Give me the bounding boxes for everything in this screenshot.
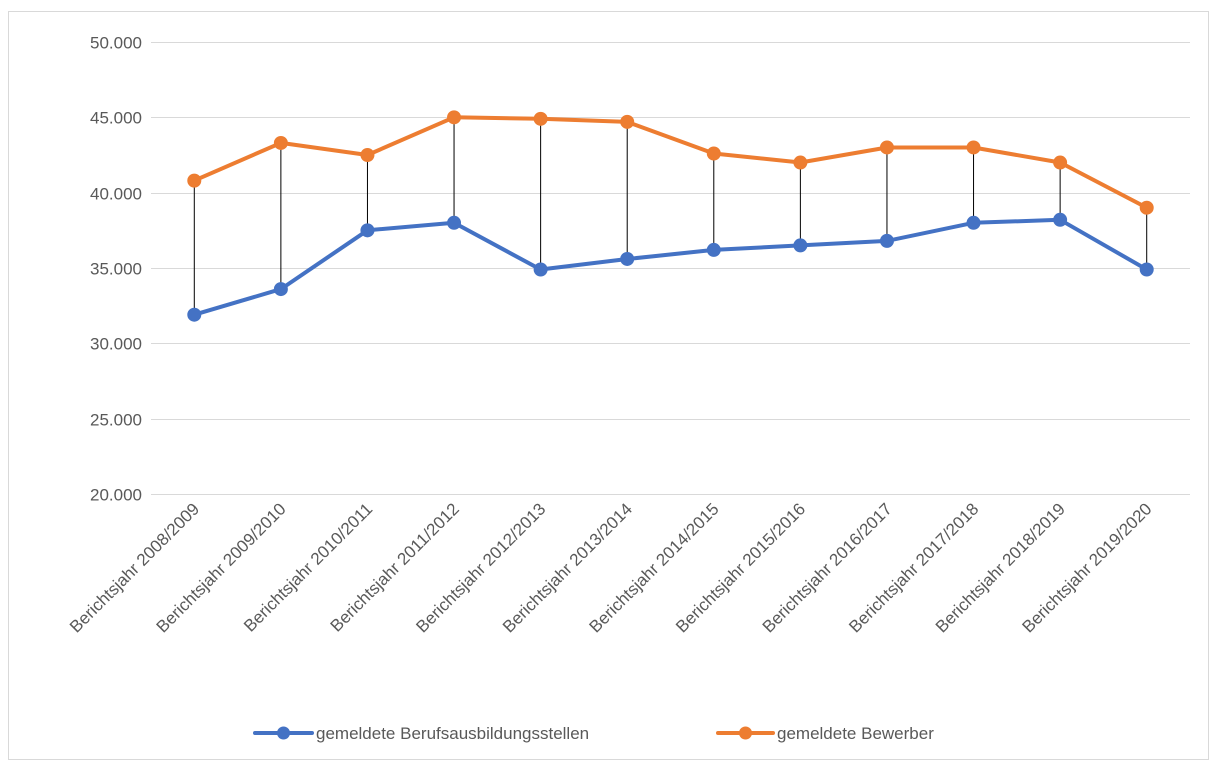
data-point bbox=[533, 262, 548, 277]
data-point bbox=[793, 238, 808, 253]
legend-item: gemeldete Bewerber bbox=[716, 724, 934, 743]
y-tick-label: 45.000 bbox=[90, 109, 142, 128]
y-tick-label: 40.000 bbox=[90, 185, 142, 204]
y-tick-label: 20.000 bbox=[90, 486, 142, 505]
y-tick-label: 25.000 bbox=[90, 411, 142, 430]
data-point bbox=[1139, 262, 1154, 277]
legend: gemeldete Berufsausbildungsstellen gemeld… bbox=[253, 724, 934, 743]
data-point bbox=[273, 135, 288, 150]
data-point bbox=[1053, 155, 1068, 170]
legend-swatch-marker bbox=[739, 726, 752, 740]
data-point bbox=[620, 114, 635, 129]
data-point bbox=[879, 140, 894, 155]
legend-item: gemeldete Berufsausbildungsstellen bbox=[253, 724, 589, 743]
data-point bbox=[533, 111, 548, 126]
y-axis-ticks: 20.000 25.000 30.000 35.000 40.000 45.000 50.0… bbox=[90, 34, 142, 505]
y-tick-label: 30.000 bbox=[90, 335, 142, 354]
drop-lines bbox=[193, 117, 1148, 315]
data-point bbox=[273, 282, 288, 297]
data-point bbox=[447, 215, 462, 230]
legend-label: gemeldete Berufsausbildungsstellen bbox=[316, 724, 589, 743]
gridlines bbox=[151, 42, 1190, 495]
data-point bbox=[360, 148, 375, 162]
data-point bbox=[1053, 212, 1068, 227]
data-point bbox=[966, 140, 981, 155]
legend-swatch-marker bbox=[277, 726, 290, 740]
y-tick-label: 50.000 bbox=[90, 34, 142, 53]
data-point bbox=[187, 307, 202, 322]
data-point bbox=[447, 110, 462, 125]
series-line bbox=[192, 115, 1149, 210]
chart-frame bbox=[8, 11, 1209, 760]
data-point bbox=[1139, 200, 1154, 215]
data-point bbox=[966, 215, 981, 230]
data-point bbox=[706, 146, 721, 161]
series-line bbox=[192, 217, 1149, 317]
data-point bbox=[706, 242, 721, 257]
series-1 bbox=[187, 212, 1154, 322]
data-point bbox=[360, 223, 375, 238]
data-point bbox=[879, 233, 894, 248]
data-point bbox=[187, 173, 202, 188]
legend-label: gemeldete Bewerber bbox=[777, 724, 934, 743]
data-point bbox=[793, 155, 808, 170]
data-point bbox=[620, 251, 635, 266]
series-2 bbox=[187, 110, 1154, 215]
y-tick-label: 35.000 bbox=[90, 260, 142, 279]
series-lines bbox=[187, 110, 1154, 322]
